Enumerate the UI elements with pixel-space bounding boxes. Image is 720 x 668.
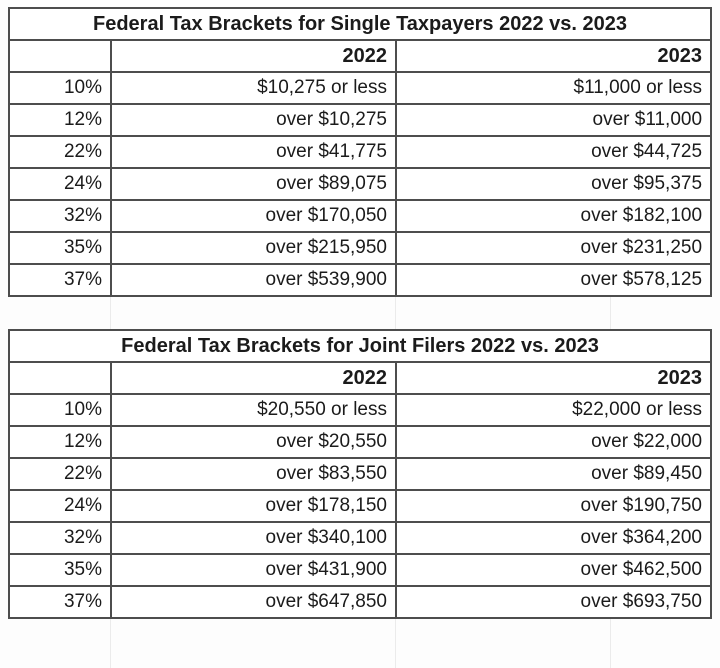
table-row: 32% over $170,050 over $182,100 bbox=[8, 199, 713, 233]
table-header-row: 2022 2023 bbox=[8, 361, 713, 395]
rate-cell: 10% bbox=[8, 71, 112, 105]
single-taxpayers-table: Federal Tax Brackets for Single Taxpayer… bbox=[7, 7, 713, 297]
rate-cell: 35% bbox=[8, 553, 112, 587]
table-row: 24% over $178,150 over $190,750 bbox=[8, 489, 713, 523]
rate-cell: 22% bbox=[8, 135, 112, 169]
bracket-2023-cell: over $22,000 bbox=[394, 425, 713, 459]
bracket-2022-cell: over $170,050 bbox=[110, 199, 397, 233]
bracket-2023-cell: over $578,125 bbox=[394, 263, 713, 297]
table-row: 22% over $41,775 over $44,725 bbox=[8, 135, 713, 169]
header-rate-blank bbox=[8, 361, 112, 395]
bracket-2023-cell: over $693,750 bbox=[394, 585, 713, 619]
rate-cell: 37% bbox=[8, 585, 112, 619]
table-header-row: 2022 2023 bbox=[8, 39, 713, 73]
bracket-2023-cell: over $182,100 bbox=[394, 199, 713, 233]
header-rate-blank bbox=[8, 39, 112, 73]
rate-cell: 24% bbox=[8, 167, 112, 201]
table-title: Federal Tax Brackets for Single Taxpayer… bbox=[7, 7, 713, 41]
rate-cell: 12% bbox=[8, 103, 112, 137]
bracket-2022-cell: over $539,900 bbox=[110, 263, 397, 297]
bracket-2023-cell: over $95,375 bbox=[394, 167, 713, 201]
bracket-2023-cell: $22,000 or less bbox=[394, 393, 713, 427]
table-row: 37% over $539,900 over $578,125 bbox=[8, 263, 713, 297]
rate-cell: 12% bbox=[8, 425, 112, 459]
table-title-row: Federal Tax Brackets for Single Taxpayer… bbox=[7, 7, 713, 41]
bracket-2023-cell: over $462,500 bbox=[394, 553, 713, 587]
table-row: 12% over $10,275 over $11,000 bbox=[8, 103, 713, 137]
rate-cell: 35% bbox=[8, 231, 112, 265]
table-title: Federal Tax Brackets for Joint Filers 20… bbox=[7, 329, 713, 363]
header-2022: 2022 bbox=[110, 39, 397, 73]
table-title-row: Federal Tax Brackets for Joint Filers 20… bbox=[7, 329, 713, 363]
table-row: 37% over $647,850 over $693,750 bbox=[8, 585, 713, 619]
bracket-2022-cell: over $178,150 bbox=[110, 489, 397, 523]
rate-cell: 32% bbox=[8, 199, 112, 233]
table-row: 35% over $431,900 over $462,500 bbox=[8, 553, 713, 587]
bracket-2022-cell: $10,275 or less bbox=[110, 71, 397, 105]
bracket-2022-cell: over $431,900 bbox=[110, 553, 397, 587]
bracket-2022-cell: over $10,275 bbox=[110, 103, 397, 137]
bracket-2022-cell: over $215,950 bbox=[110, 231, 397, 265]
bracket-2023-cell: over $190,750 bbox=[394, 489, 713, 523]
header-2023: 2023 bbox=[394, 39, 713, 73]
joint-filers-table: Federal Tax Brackets for Joint Filers 20… bbox=[7, 329, 713, 619]
header-2022: 2022 bbox=[110, 361, 397, 395]
rate-cell: 24% bbox=[8, 489, 112, 523]
bracket-2022-cell: over $89,075 bbox=[110, 167, 397, 201]
table-row: 32% over $340,100 over $364,200 bbox=[8, 521, 713, 555]
bracket-2023-cell: over $231,250 bbox=[394, 231, 713, 265]
bracket-2023-cell: over $44,725 bbox=[394, 135, 713, 169]
bracket-2023-cell: over $364,200 bbox=[394, 521, 713, 555]
table-row: 10% $10,275 or less $11,000 or less bbox=[8, 71, 713, 105]
bracket-2023-cell: over $11,000 bbox=[394, 103, 713, 137]
rate-cell: 10% bbox=[8, 393, 112, 427]
bracket-2023-cell: over $89,450 bbox=[394, 457, 713, 491]
rate-cell: 22% bbox=[8, 457, 112, 491]
bracket-2022-cell: over $647,850 bbox=[110, 585, 397, 619]
bracket-2022-cell: over $340,100 bbox=[110, 521, 397, 555]
table-row: 12% over $20,550 over $22,000 bbox=[8, 425, 713, 459]
table-row: 22% over $83,550 over $89,450 bbox=[8, 457, 713, 491]
header-2023: 2023 bbox=[394, 361, 713, 395]
table-row: 35% over $215,950 over $231,250 bbox=[8, 231, 713, 265]
table-row: 24% over $89,075 over $95,375 bbox=[8, 167, 713, 201]
bracket-2022-cell: over $41,775 bbox=[110, 135, 397, 169]
table-row: 10% $20,550 or less $22,000 or less bbox=[8, 393, 713, 427]
rate-cell: 37% bbox=[8, 263, 112, 297]
bracket-2022-cell: over $83,550 bbox=[110, 457, 397, 491]
bracket-2023-cell: $11,000 or less bbox=[394, 71, 713, 105]
rate-cell: 32% bbox=[8, 521, 112, 555]
bracket-2022-cell: $20,550 or less bbox=[110, 393, 397, 427]
bracket-2022-cell: over $20,550 bbox=[110, 425, 397, 459]
